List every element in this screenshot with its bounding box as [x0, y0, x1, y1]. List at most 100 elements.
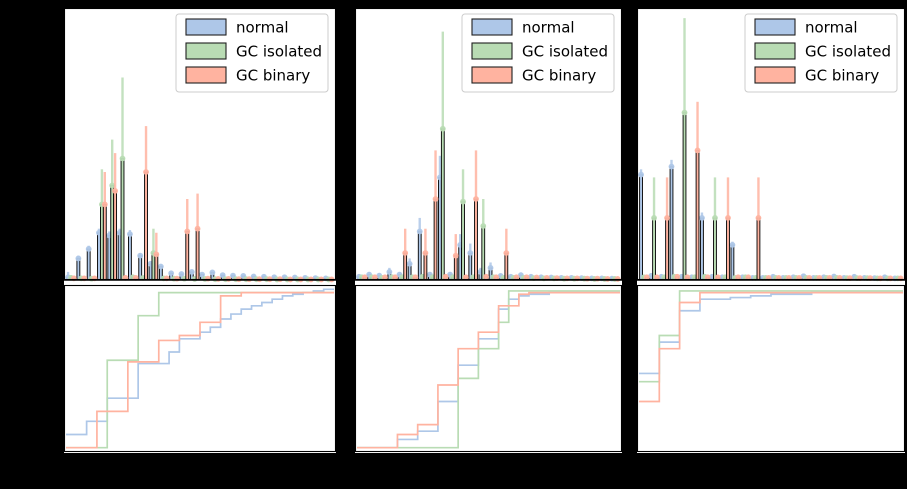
stem-marker [109, 182, 116, 189]
legend-entry-gc-binary-label: GC binary [522, 67, 596, 85]
stem-marker [188, 269, 195, 275]
stem-marker [467, 250, 474, 256]
panel-1-cdf [66, 288, 334, 449]
stem-marker [422, 250, 429, 256]
hist-bar [639, 174, 643, 281]
stem-marker [462, 274, 469, 281]
legend-entry-gc-binary-swatch [185, 66, 227, 84]
cdf-line-gc-binary [66, 291, 334, 449]
panel-2-hist-series-normal [356, 155, 615, 282]
legend-entry-normal-label: normal [236, 19, 289, 37]
stem-marker [406, 260, 413, 267]
stem-marker [371, 274, 378, 281]
cdf-line-gc-binary [357, 291, 620, 449]
panel-3-cdf [639, 290, 903, 403]
stem-marker [483, 273, 490, 280]
panel-2-container: normal GC isolated GC binary [355, 8, 622, 453]
stem-marker [85, 246, 92, 252]
hist-bar [474, 198, 478, 281]
stem-marker [704, 274, 711, 281]
stem-marker [668, 163, 675, 170]
stem-marker [137, 252, 144, 259]
stem-marker [745, 274, 752, 281]
hist-bar [128, 233, 132, 281]
cdf-axes-border [355, 284, 622, 453]
panel-2-plot: normal GC isolated GC binary [355, 8, 622, 453]
hist-bar [481, 225, 486, 281]
stem-marker [101, 201, 108, 208]
hist-bar [669, 166, 674, 281]
stem-marker [729, 242, 736, 248]
legend-entry-normal-swatch [185, 18, 227, 36]
hist-bar [652, 217, 656, 281]
cdf-line-gc-isolated [66, 291, 334, 449]
stem-marker [225, 276, 232, 282]
stem-marker [493, 274, 500, 281]
stem-marker [487, 264, 494, 271]
hist-bar [682, 112, 687, 281]
legend-entry-gc-isolated-label: GC isolated [805, 43, 891, 61]
stem-marker [361, 274, 368, 281]
legend-entry-normal-swatch [754, 18, 796, 36]
hist-bar [756, 217, 761, 281]
hist-bar [433, 198, 438, 281]
legend-entry-gc-binary-swatch [754, 66, 796, 84]
legend-entry-gc-binary-label: GC binary [805, 67, 879, 85]
stem-marker [219, 272, 226, 279]
cdf-line-gc-binary [639, 291, 903, 403]
panel-3-container: normal GC isolated GC binary [637, 8, 905, 453]
panel-2-hist-series-gc-binary [361, 150, 621, 282]
panel-3-legend: normal GC isolated GC binary [744, 13, 898, 93]
hist-bar [423, 252, 428, 281]
stem-marker [119, 155, 126, 162]
hist-bar [113, 190, 118, 281]
stem-marker [725, 215, 731, 221]
cdf-line-gc-isolated [357, 290, 620, 449]
stem-marker [674, 273, 681, 280]
hist-bar [440, 128, 445, 281]
legend-entry-gc-isolated-swatch [471, 42, 513, 60]
stem-marker [143, 169, 149, 175]
stem-marker [157, 263, 164, 270]
stem-marker [473, 196, 479, 202]
stem-marker [432, 196, 439, 202]
stem-marker [178, 271, 185, 277]
stem-marker [75, 255, 82, 262]
hist-bar [665, 217, 669, 281]
hist-bar [120, 158, 125, 281]
legend-entry-normal-label: normal [522, 19, 575, 37]
hist-bar [403, 252, 408, 281]
hist-bar [185, 230, 190, 281]
panel-3-plot: normal GC isolated GC binary [637, 8, 905, 453]
stem-marker [651, 215, 657, 221]
hist-bar [154, 253, 159, 281]
cdf-line-normal [639, 291, 903, 375]
panel-2-legend: normal GC isolated GC binary [461, 13, 615, 93]
panel-3-histogram [638, 18, 904, 282]
stem-marker [735, 274, 742, 281]
stem-marker [480, 223, 487, 229]
hist-bar [695, 149, 700, 281]
cdf-axes-border [64, 284, 336, 453]
legend-entry-gc-binary-swatch [471, 66, 513, 84]
stem-marker [386, 269, 393, 275]
hist-bar [453, 255, 458, 281]
hist-bar [730, 244, 735, 281]
panel-1-histogram [65, 77, 335, 283]
stem-marker [712, 215, 718, 221]
stem-marker [503, 250, 510, 256]
stem-marker [523, 274, 530, 281]
stem-marker [664, 215, 670, 221]
stem-marker [614, 276, 621, 282]
cdf-line-normal [66, 288, 334, 436]
stem-marker [215, 276, 222, 282]
stem-marker [681, 109, 688, 116]
hist-axes-border [637, 8, 905, 281]
hist-bar [504, 252, 509, 281]
stem-marker [699, 215, 705, 221]
panel-1-legend: normal GC isolated GC binary [175, 13, 329, 93]
stem-marker [199, 271, 205, 278]
stem-marker [643, 274, 650, 281]
legend-entry-gc-isolated-swatch [185, 42, 227, 60]
